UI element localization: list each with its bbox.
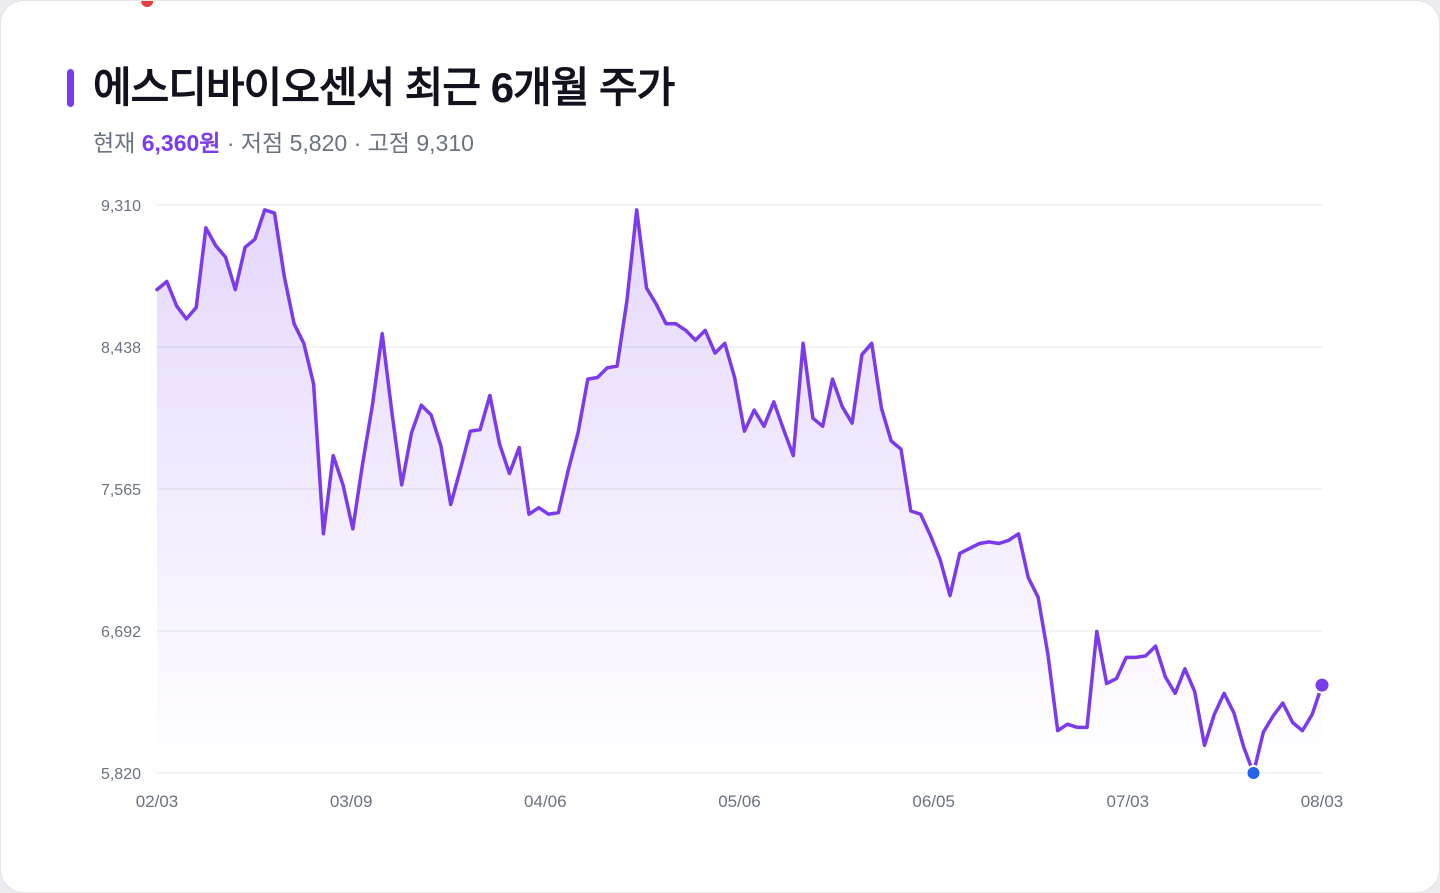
x-tick-label: 06/05	[912, 792, 955, 811]
high-price: 9,310	[416, 130, 474, 156]
y-tick-label: 8,438	[101, 340, 141, 357]
price-line	[155, 208, 1324, 775]
high-point-marker	[139, 1, 156, 9]
price-area	[157, 209, 1322, 773]
x-axis: 02/03 03/09 04/06 05/06 06/05 07/03 08/03	[136, 792, 1344, 811]
x-tick-label: 02/03	[136, 792, 179, 811]
current-label: 현재	[93, 130, 136, 156]
current-point-marker	[1313, 676, 1331, 694]
separator: ·	[226, 130, 235, 156]
separator: ·	[353, 130, 362, 156]
page-title: 에스디바이오센서 최근 6개월 주가	[93, 64, 675, 111]
low-point-marker	[1245, 765, 1262, 781]
x-tick-label: 07/03	[1107, 792, 1150, 811]
current-price: 6,360원	[141, 130, 221, 156]
y-tick-label: 6,692	[101, 624, 141, 641]
x-tick-label: 05/06	[718, 792, 761, 811]
y-tick-label: 5,820	[101, 766, 141, 783]
title-accent-bar	[67, 69, 74, 107]
marker-layer	[139, 1, 1331, 781]
x-tick-label: 08/03	[1301, 792, 1344, 811]
price-summary: 현재 6,360원 · 저점 5,820 · 고점 9,310	[93, 127, 474, 159]
y-tick-label: 7,565	[101, 482, 141, 499]
y-tick-label: 9,310	[101, 198, 141, 215]
x-tick-label: 04/06	[524, 792, 567, 811]
x-tick-label: 03/09	[330, 792, 373, 811]
low-label: 저점	[240, 130, 284, 156]
high-label: 고점	[367, 130, 410, 156]
low-price: 5,820	[289, 130, 348, 156]
y-axis: 9,310 8,438 7,565 6,692 5,820	[101, 198, 141, 783]
